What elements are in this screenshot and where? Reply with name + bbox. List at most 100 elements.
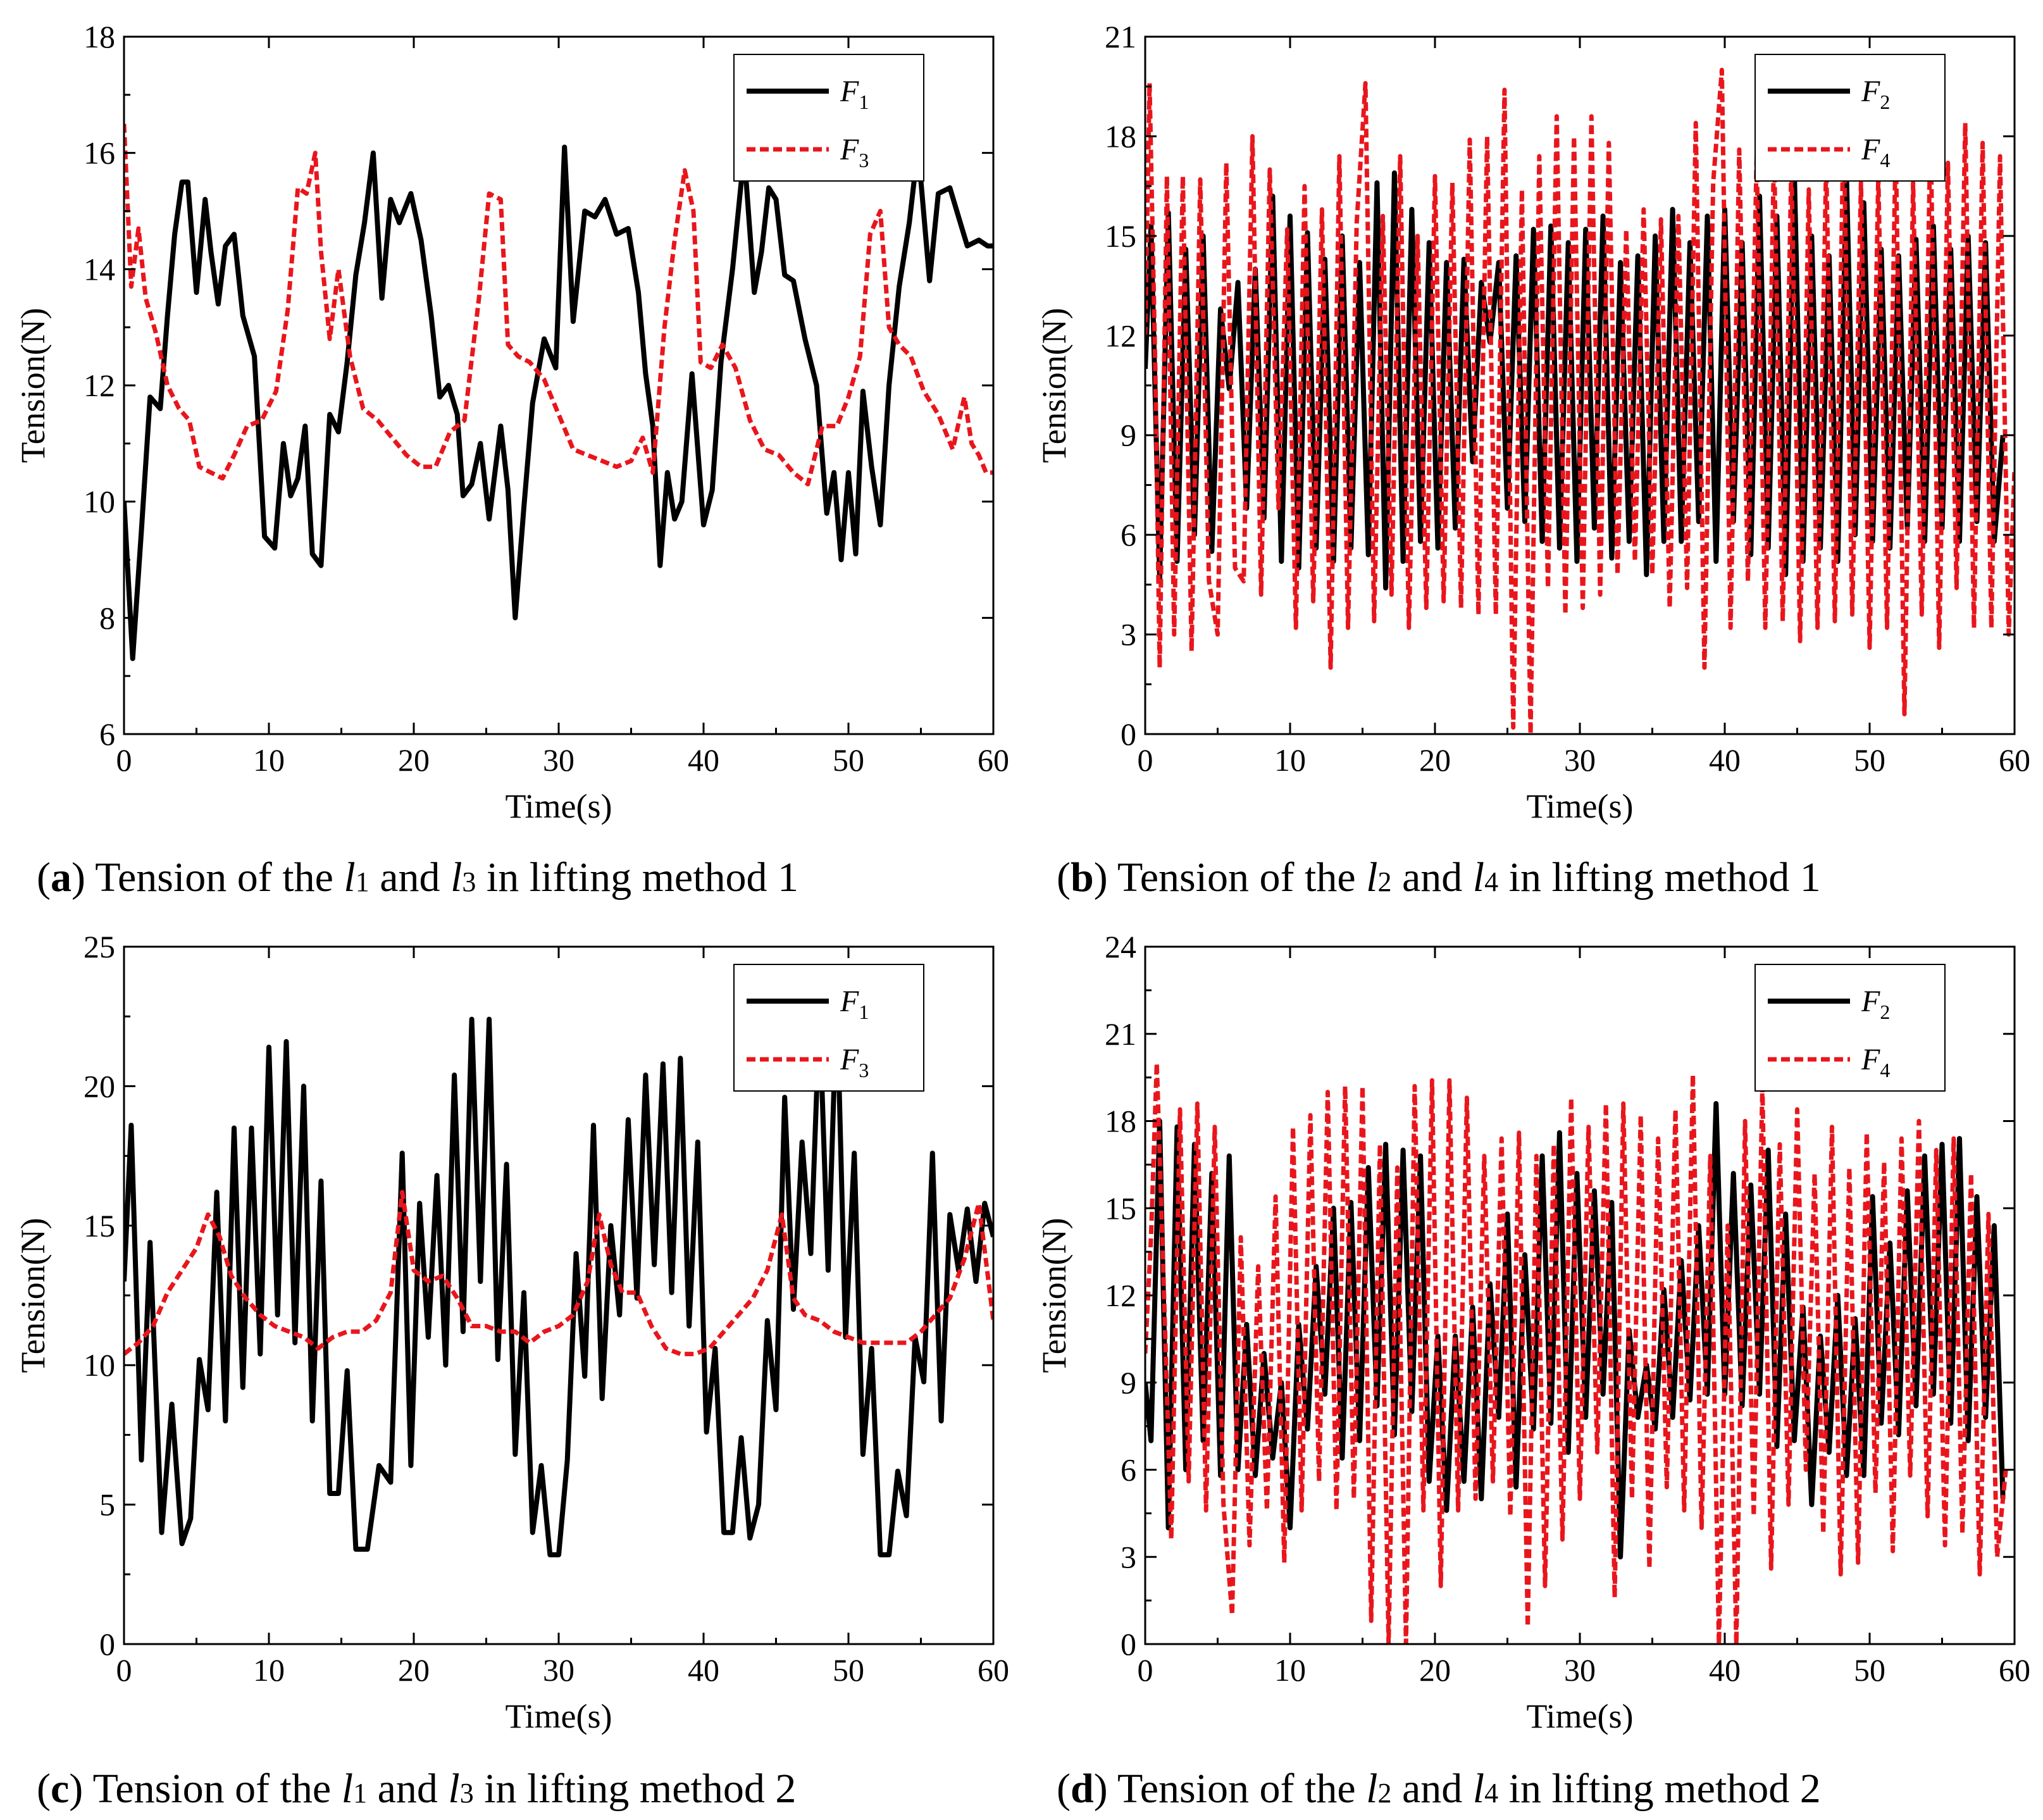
y-tick-label: 16 <box>84 135 115 171</box>
x-tick-label: 20 <box>398 1652 430 1688</box>
series-line-f1 <box>124 144 993 661</box>
x-tick-label: 60 <box>1999 1652 2030 1688</box>
x-tick-label: 10 <box>253 1652 285 1688</box>
series-line-f1 <box>124 994 993 1557</box>
legend: F2 F4 <box>1754 54 1946 182</box>
legend-label-f1: F1 <box>840 985 869 1023</box>
x-tick-label: 10 <box>253 742 285 778</box>
y-tick-label: 21 <box>1105 19 1136 54</box>
y-tick-label: 20 <box>84 1068 115 1104</box>
legend-label-f2: F2 <box>1861 75 1890 113</box>
x-tick-label: 20 <box>398 742 430 778</box>
legend-box <box>733 54 924 182</box>
x-axis-title: Time(s) <box>505 1697 612 1735</box>
caption-a: (a) Tension of the l1 and l3 in lifting … <box>37 854 799 901</box>
y-tick-label: 0 <box>99 1626 115 1662</box>
x-axis-title: Time(s) <box>1526 787 1633 825</box>
legend-label-f2: F2 <box>1861 985 1890 1023</box>
x-tick-label: 40 <box>1709 742 1741 778</box>
legend-label-f1: F1 <box>840 75 869 113</box>
chart-c-svg: 0 10 20 30 40 50 60 0 5 10 15 20 25 Time(s) Tension(N)… <box>14 929 1009 1735</box>
y-tick-label: 18 <box>84 19 115 54</box>
legend-label-f3: F3 <box>840 133 869 171</box>
series-line-f4 <box>1145 1061 2008 1644</box>
x-tick-label: 40 <box>1709 1652 1741 1688</box>
x-tick-label: 40 <box>688 1652 719 1688</box>
x-tick-label: 0 <box>116 1652 132 1688</box>
x-tick-label: 30 <box>543 1652 574 1688</box>
legend-label-f4: F4 <box>1861 133 1890 171</box>
y-tick-label: 18 <box>1105 1104 1136 1139</box>
x-tick-label: 0 <box>116 742 132 778</box>
legend-label-f4: F4 <box>1861 1043 1890 1081</box>
y-tick-label: 6 <box>1121 517 1136 552</box>
x-tick-label: 10 <box>1274 1652 1306 1688</box>
y-tick-label: 12 <box>1105 318 1136 353</box>
y-tick-label: 12 <box>84 368 115 403</box>
x-tick-label: 30 <box>1564 742 1596 778</box>
series-line-f3 <box>124 123 993 487</box>
y-tick-label: 25 <box>84 929 115 964</box>
y-axis-title: Tension(N) <box>1035 308 1073 463</box>
x-tick-label: 0 <box>1138 1652 1153 1688</box>
y-tick-label: 5 <box>99 1487 115 1523</box>
y-axis-title: Tension(N) <box>1035 1218 1073 1373</box>
chart-panel-b: 0 10 20 30 40 50 60 0 3 6 9 12 15 18 21 Time(s) Tension(… <box>1021 0 2042 910</box>
x-tick-label: 0 <box>1138 742 1153 778</box>
x-tick-label: 30 <box>543 742 574 778</box>
series-line-f4 <box>1145 68 2015 734</box>
chart-panel-d: 0 10 20 30 40 50 60 0 3 6 9 12 15 18 21 24 Time(s) Tensio… <box>1021 910 2042 1820</box>
y-tick-label: 18 <box>1105 118 1136 154</box>
series-line-f3 <box>124 1190 993 1357</box>
caption-d: (d) Tension of the l2 and l4 in lifting … <box>1057 1766 1821 1812</box>
x-tick-label: 60 <box>978 742 1009 778</box>
y-tick-label: 10 <box>84 1347 115 1383</box>
legend-box <box>1754 54 1946 182</box>
chart-d-svg: 0 10 20 30 40 50 60 0 3 6 9 12 15 18 21 24 Time(s) Tensio… <box>1035 929 2030 1735</box>
y-tick-label: 14 <box>84 251 115 287</box>
x-tick-label: 50 <box>833 1652 864 1688</box>
y-tick-label: 6 <box>1121 1452 1136 1488</box>
chart-b-svg: 0 10 20 30 40 50 60 0 3 6 9 12 15 18 21 Time(s) Tension(… <box>1035 19 2030 825</box>
y-tick-label: 3 <box>1121 617 1136 652</box>
y-tick-label: 9 <box>1121 418 1136 453</box>
x-tick-label: 20 <box>1419 1652 1451 1688</box>
y-tick-label: 24 <box>1105 929 1136 964</box>
y-tick-label: 15 <box>84 1208 115 1243</box>
chart-a-svg: 0 10 20 30 40 50 60 6 8 10 12 14 16 18 Time(s) Tension(… <box>14 19 1009 825</box>
x-tick-label: 60 <box>1999 742 2030 778</box>
y-tick-label: 12 <box>1105 1278 1136 1313</box>
legend: F1 F3 <box>733 964 924 1092</box>
y-tick-label: 10 <box>84 484 115 520</box>
x-tick-label: 40 <box>688 742 719 778</box>
y-tick-label: 8 <box>99 600 115 635</box>
caption-c: (c) Tension of the l1 and l3 in lifting … <box>37 1766 797 1812</box>
y-tick-label: 6 <box>99 716 115 752</box>
x-tick-label: 30 <box>1564 1652 1596 1688</box>
y-tick-label: 9 <box>1121 1365 1136 1400</box>
y-tick-label: 21 <box>1105 1016 1136 1052</box>
y-tick-label: 15 <box>1105 1190 1136 1226</box>
chart-panel-a: 0 10 20 30 40 50 60 6 8 10 12 14 16 18 Time(s) Tension(… <box>0 0 1021 910</box>
y-tick-label: 15 <box>1105 218 1136 254</box>
series-line-f2 <box>1145 166 2006 591</box>
x-tick-label: 50 <box>833 742 864 778</box>
legend-box <box>1754 964 1946 1092</box>
x-tick-label: 50 <box>1854 742 1885 778</box>
y-axis-title: Tension(N) <box>14 308 52 463</box>
caption-b: (b) Tension of the l2 and l4 in lifting … <box>1057 854 1821 901</box>
x-tick-label: 10 <box>1274 742 1306 778</box>
x-axis-title: Time(s) <box>1526 1697 1633 1735</box>
y-axis-title: Tension(N) <box>14 1218 52 1373</box>
y-tick-label: 3 <box>1121 1539 1136 1574</box>
y-tick-label: 0 <box>1121 716 1136 752</box>
x-tick-label: 20 <box>1419 742 1451 778</box>
legend-label-f3: F3 <box>840 1043 869 1081</box>
legend-box <box>733 964 924 1092</box>
x-axis-title: Time(s) <box>505 787 612 825</box>
x-tick-label: 60 <box>978 1652 1009 1688</box>
chart-panel-c: 0 10 20 30 40 50 60 0 5 10 15 20 25 Time(s) Tension(N)… <box>0 910 1021 1820</box>
x-tick-label: 50 <box>1854 1652 1885 1688</box>
legend: F1 F3 <box>733 54 924 182</box>
y-tick-label: 0 <box>1121 1626 1136 1662</box>
